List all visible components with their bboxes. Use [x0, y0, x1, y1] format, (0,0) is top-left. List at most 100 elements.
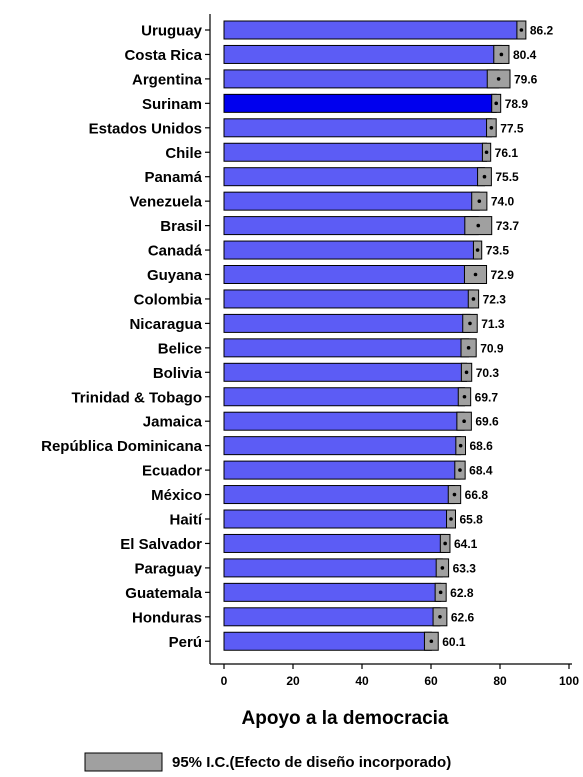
point-surinam: [494, 101, 499, 106]
category-label-uruguay: Uruguay: [141, 23, 203, 40]
point-belice: [466, 346, 471, 350]
bar-costa-rica: [223, 44, 502, 64]
bar-guatemala: [223, 582, 442, 602]
value-label-chile: 76.1: [495, 146, 519, 160]
bar-el-salvador: [223, 533, 446, 553]
bar-bolivia: [223, 362, 468, 382]
value-label-guyana: 72.9: [491, 268, 515, 282]
category-label-el-salvador: El Salvador: [120, 536, 202, 553]
category-label-brasil: Brasil: [160, 218, 202, 235]
value-label-el-salvador: 64.1: [454, 537, 478, 551]
value-label-bolivia: 70.3: [476, 366, 500, 380]
category-label-chile: Chile: [165, 145, 202, 162]
category-label-guatemala: Guatemala: [125, 585, 202, 602]
value-label-republica-dominicana: 68.6: [470, 439, 494, 453]
bar-colombia: [223, 289, 474, 309]
category-label-ecuador: Ecuador: [142, 463, 202, 480]
point-honduras: [438, 615, 442, 619]
point-bolivia: [464, 370, 469, 375]
value-label-haiti: 65.8: [459, 513, 483, 527]
bar-surinam: [223, 93, 497, 113]
bar-belice: [223, 338, 470, 358]
category-label-panama: Panamá: [144, 169, 202, 186]
value-label-belice: 70.9: [480, 341, 504, 355]
point-uruguay: [519, 28, 524, 32]
bar-haiti: [223, 509, 452, 529]
point-ecuador: [458, 468, 462, 472]
x-tick-label-60: 60: [424, 674, 438, 688]
category-label-mexico: México: [151, 487, 202, 504]
bar-canada: [223, 240, 479, 260]
point-venezuela: [477, 199, 482, 203]
category-label-honduras: Honduras: [132, 609, 202, 626]
category-label-peru: Perú: [169, 634, 202, 651]
bar-chile: [223, 142, 488, 162]
category-label-costa-rica: Costa Rica: [124, 47, 202, 64]
x-axis-title: Apoyo a la democracia: [242, 708, 449, 729]
bar-mexico: [223, 485, 455, 505]
point-haiti: [449, 517, 453, 521]
category-label-estados-unidos: Estados Unidos: [89, 120, 202, 137]
category-label-argentina: Argentina: [132, 71, 203, 88]
value-label-mexico: 66.8: [465, 488, 489, 502]
category-label-belice: Belice: [158, 340, 202, 357]
point-nicaragua: [468, 321, 472, 326]
point-guyana: [473, 272, 478, 277]
point-panama: [482, 174, 487, 179]
point-estados-unidos: [489, 126, 494, 130]
value-label-jamaica: 69.6: [475, 415, 499, 429]
bars-layer: 86.2 80.4 79.6 78.9 77.5 76.1 75.5 74.0 73.7 73.5…: [223, 20, 554, 651]
category-label-paraguay: Paraguay: [134, 560, 202, 577]
point-argentina: [496, 77, 501, 81]
bar-ecuador: [223, 460, 461, 480]
value-label-argentina: 79.6: [514, 72, 538, 86]
value-label-costa-rica: 80.4: [513, 48, 537, 62]
bar-jamaica: [223, 411, 465, 431]
category-label-canada: Canadá: [148, 243, 203, 260]
category-label-bolivia: Bolivia: [153, 365, 203, 382]
category-label-venezuela: Venezuela: [129, 194, 202, 211]
value-label-panama: 75.5: [495, 170, 519, 184]
category-label-republica-dominicana: República Dominicana: [41, 438, 203, 455]
value-label-peru: 60.1: [442, 635, 466, 649]
point-brasil: [476, 223, 481, 228]
bar-trinidad-and-tobago: [223, 387, 465, 407]
value-label-paraguay: 63.3: [453, 561, 477, 575]
value-label-surinam: 78.9: [505, 97, 529, 111]
x-tick-label-0: 0: [221, 674, 228, 688]
value-label-brasil: 73.7: [496, 219, 520, 233]
x-tick-label-40: 40: [355, 674, 369, 688]
axes-layer: Uruguay Costa Rica Argentina Surinam Estados…: [41, 14, 579, 688]
value-label-nicaragua: 71.3: [481, 317, 505, 331]
point-peru: [429, 639, 434, 644]
point-paraguay: [440, 566, 445, 570]
point-costa-rica: [499, 52, 504, 57]
value-label-honduras: 62.6: [451, 610, 475, 624]
value-label-venezuela: 74.0: [491, 195, 515, 209]
x-tick-label-100: 100: [559, 674, 579, 688]
point-trinidad-and-tobago: [462, 394, 467, 399]
value-label-canada: 73.5: [486, 244, 510, 258]
category-label-surinam: Surinam: [142, 96, 202, 113]
point-el-salvador: [443, 541, 447, 546]
bar-paraguay: [223, 558, 443, 578]
bar-peru: [223, 631, 432, 651]
bar-brasil: [223, 216, 479, 236]
category-label-haiti: Haití: [169, 512, 202, 529]
point-guatemala: [438, 590, 443, 595]
bar-panama: [223, 167, 485, 187]
legend: 95% I.C.(Efecto de diseño incorporado): [84, 752, 451, 772]
value-label-guatemala: 62.8: [450, 586, 474, 600]
category-label-guyana: Guyana: [147, 267, 203, 284]
value-label-trinidad-and-tobago: 69.7: [475, 390, 499, 404]
bar-honduras: [223, 607, 441, 627]
value-label-estados-unidos: 77.5: [500, 121, 524, 135]
bar-republica-dominicana: [223, 436, 462, 456]
x-tick-label-20: 20: [286, 674, 300, 688]
point-republica-dominicana: [458, 443, 463, 448]
point-chile: [484, 150, 489, 155]
point-colombia: [471, 297, 476, 301]
legend-ci-swatch: [84, 752, 163, 772]
bar-venezuela: [223, 191, 480, 211]
